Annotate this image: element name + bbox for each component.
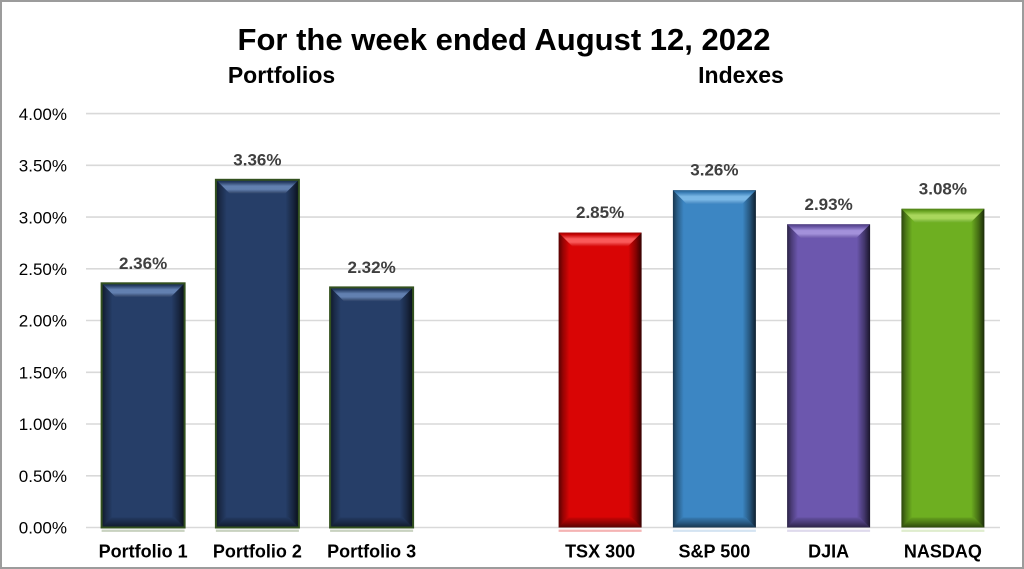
svg-text:2.93%: 2.93% [804,195,852,214]
svg-text:Indexes: Indexes [698,62,784,88]
svg-text:S&P 500: S&P 500 [679,542,751,562]
svg-text:For the week ended August 12,: For the week ended August 12, 2022 [238,22,771,57]
svg-text:DJIA: DJIA [808,542,849,562]
svg-text:0.50%: 0.50% [19,467,67,486]
svg-text:2.36%: 2.36% [119,254,167,273]
svg-text:1.00%: 1.00% [19,415,67,434]
svg-text:3.08%: 3.08% [919,179,967,198]
svg-text:Portfolio 1: Portfolio 1 [99,542,188,562]
svg-text:Portfolios: Portfolios [228,62,335,88]
svg-text:2.50%: 2.50% [19,260,67,279]
svg-text:3.36%: 3.36% [233,150,281,169]
svg-text:3.50%: 3.50% [19,157,67,176]
svg-text:NASDAQ: NASDAQ [904,542,982,562]
svg-text:TSX 300: TSX 300 [565,542,635,562]
svg-text:4.00%: 4.00% [19,105,67,124]
svg-text:0.00%: 0.00% [19,519,67,538]
svg-text:1.50%: 1.50% [19,364,67,383]
svg-text:3.00%: 3.00% [19,208,67,227]
svg-text:2.00%: 2.00% [19,312,67,331]
svg-text:3.26%: 3.26% [690,161,738,180]
svg-text:2.32%: 2.32% [347,258,395,277]
svg-text:Portfolio 2: Portfolio 2 [213,542,302,562]
svg-text:2.85%: 2.85% [576,203,624,222]
svg-text:Portfolio 3: Portfolio 3 [327,542,416,562]
